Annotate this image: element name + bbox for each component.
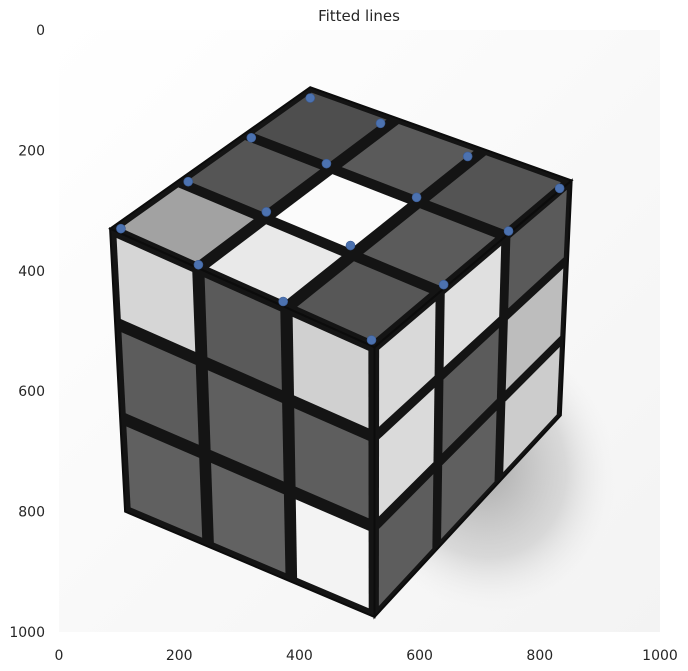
scatter-point — [411, 192, 422, 203]
cube-sticker — [379, 301, 436, 427]
cube-sticker — [116, 238, 196, 352]
x-tick-label: 600 — [406, 648, 433, 664]
cube-sticker — [126, 426, 203, 538]
scatter-point — [183, 176, 194, 187]
rubiks-cube-image — [108, 86, 624, 621]
y-tick-label: 800 — [18, 505, 45, 521]
cube-sticker — [508, 189, 567, 309]
cube-sticker — [378, 474, 434, 606]
scatter-point — [554, 183, 565, 194]
scatter-point — [345, 240, 356, 251]
scatter-point — [503, 226, 514, 236]
cube-sticker — [294, 408, 369, 519]
scatter-point — [193, 259, 204, 270]
cube-sticker — [505, 268, 564, 391]
cube-sticker — [204, 277, 282, 391]
x-axis: 0 200 400 600 800 1000 — [55, 648, 678, 664]
x-tick-label: 200 — [166, 648, 193, 664]
cube-sticker — [292, 316, 369, 429]
cube-sticker — [441, 410, 497, 540]
cube-sticker — [378, 387, 435, 517]
scatter-point — [462, 151, 473, 162]
y-tick-label: 0 — [36, 23, 45, 39]
scatter-point — [278, 296, 288, 307]
cube-sticker — [503, 346, 560, 473]
y-axis: 0 200 400 600 800 1000 — [9, 23, 45, 641]
cube-sticker — [211, 462, 286, 573]
cube-sticker — [120, 187, 254, 262]
scatter-point — [438, 279, 449, 290]
scatter-point — [321, 158, 332, 169]
y-tick-label: 1000 — [9, 625, 45, 641]
scatter-points — [116, 93, 565, 345]
scatter-point — [375, 118, 386, 129]
cube-sticker — [254, 92, 387, 163]
cube-sticker — [297, 261, 430, 341]
x-tick-label: 400 — [286, 648, 313, 664]
cube-sticker — [121, 332, 199, 445]
x-tick-label: 1000 — [642, 648, 678, 664]
cube-sticker — [341, 123, 474, 197]
plot-area — [59, 30, 660, 632]
scatter-point — [366, 335, 377, 345]
cube-sticker — [209, 224, 342, 302]
scatter-point — [246, 132, 257, 143]
cube-sticker — [443, 245, 502, 368]
chart-title: Fitted lines — [318, 7, 400, 25]
scatter-point — [261, 207, 272, 217]
cube-sticker — [275, 174, 408, 249]
cube-sticker — [295, 499, 369, 609]
y-tick-label: 200 — [18, 143, 45, 159]
y-tick-label: 600 — [18, 384, 45, 400]
x-tick-label: 800 — [526, 648, 553, 664]
scatter-point — [305, 93, 316, 103]
cube-sticker — [429, 155, 561, 230]
cube-sticker — [207, 370, 284, 482]
scatter-point — [116, 223, 126, 234]
x-tick-label: 0 — [55, 648, 64, 664]
y-tick-label: 400 — [18, 264, 45, 280]
cube-sticker — [187, 140, 321, 213]
cube-sticker — [363, 208, 496, 286]
cube-sticker — [442, 328, 499, 454]
